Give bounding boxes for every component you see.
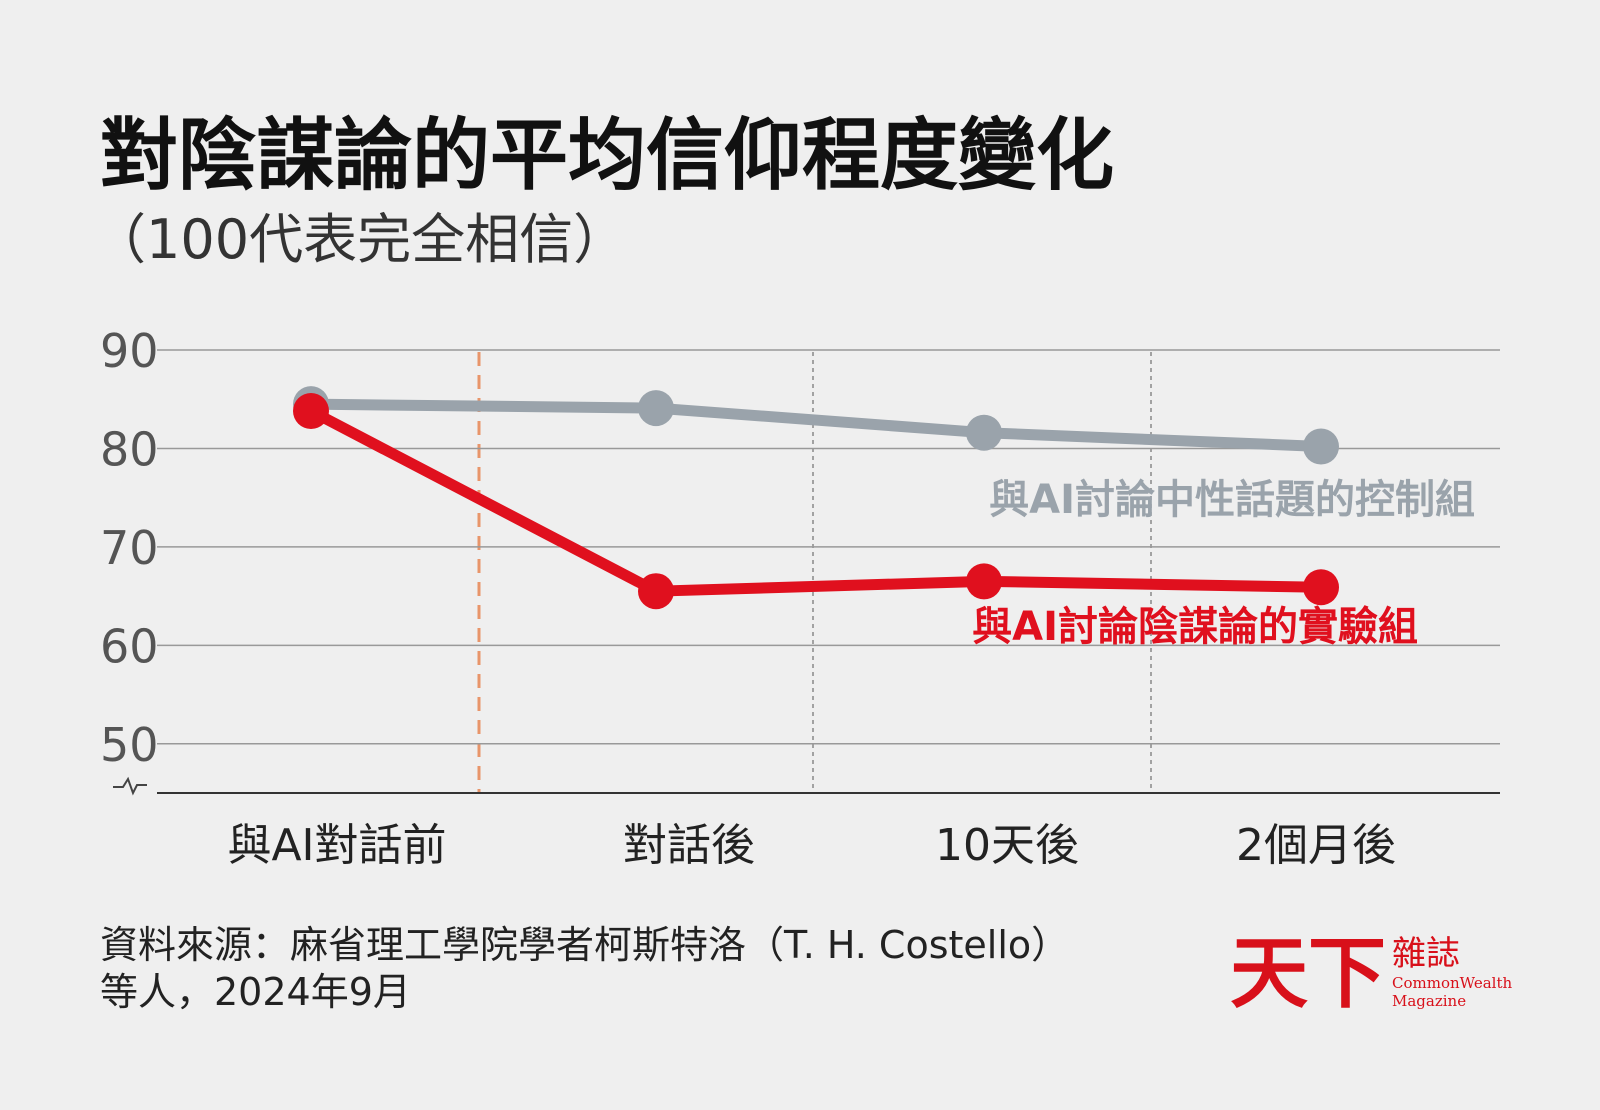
chart-title: 對陰謀論的平均信仰程度變化 (100, 111, 1114, 201)
series-line (308, 406, 1322, 597)
legend-label: 與AI討論陰謀論的實驗組 (972, 604, 1418, 650)
y-tick-label: 70 (100, 521, 159, 575)
data-point (293, 393, 329, 430)
data-point (966, 563, 1002, 600)
x-tick-label: 與AI對話前 (227, 820, 446, 871)
data-point (638, 390, 674, 427)
source: 等人，2024年9月 (100, 970, 411, 1014)
data-point (966, 414, 1002, 451)
axis-break (113, 776, 147, 796)
y-tick-label: 90 (100, 324, 159, 378)
logo: 天下 (1230, 928, 1386, 1019)
logo: 雜誌 (1392, 934, 1460, 974)
x-tick-label: 對話後 (623, 820, 755, 871)
y-tick-label: 50 (100, 718, 159, 772)
x-tick-label: 2個月後 (1236, 820, 1396, 871)
y-tick-label: 80 (100, 422, 159, 476)
logo: CommonWealth (1392, 974, 1512, 992)
source: 資料來源：麻省理工學院學者柯斯特洛（T. H. Costello） (100, 923, 1069, 967)
series-line (310, 398, 1322, 452)
chart-subtitle: （100代表完全相信） (92, 208, 627, 271)
legend-label: 與AI討論中性話題的控制組 (989, 477, 1475, 523)
y-tick-label: 60 (100, 619, 159, 673)
data-point (1303, 569, 1339, 606)
data-point (638, 573, 674, 610)
data-point (1303, 428, 1339, 465)
logo: Magazine (1392, 992, 1466, 1010)
x-tick-label: 10天後 (935, 820, 1079, 871)
